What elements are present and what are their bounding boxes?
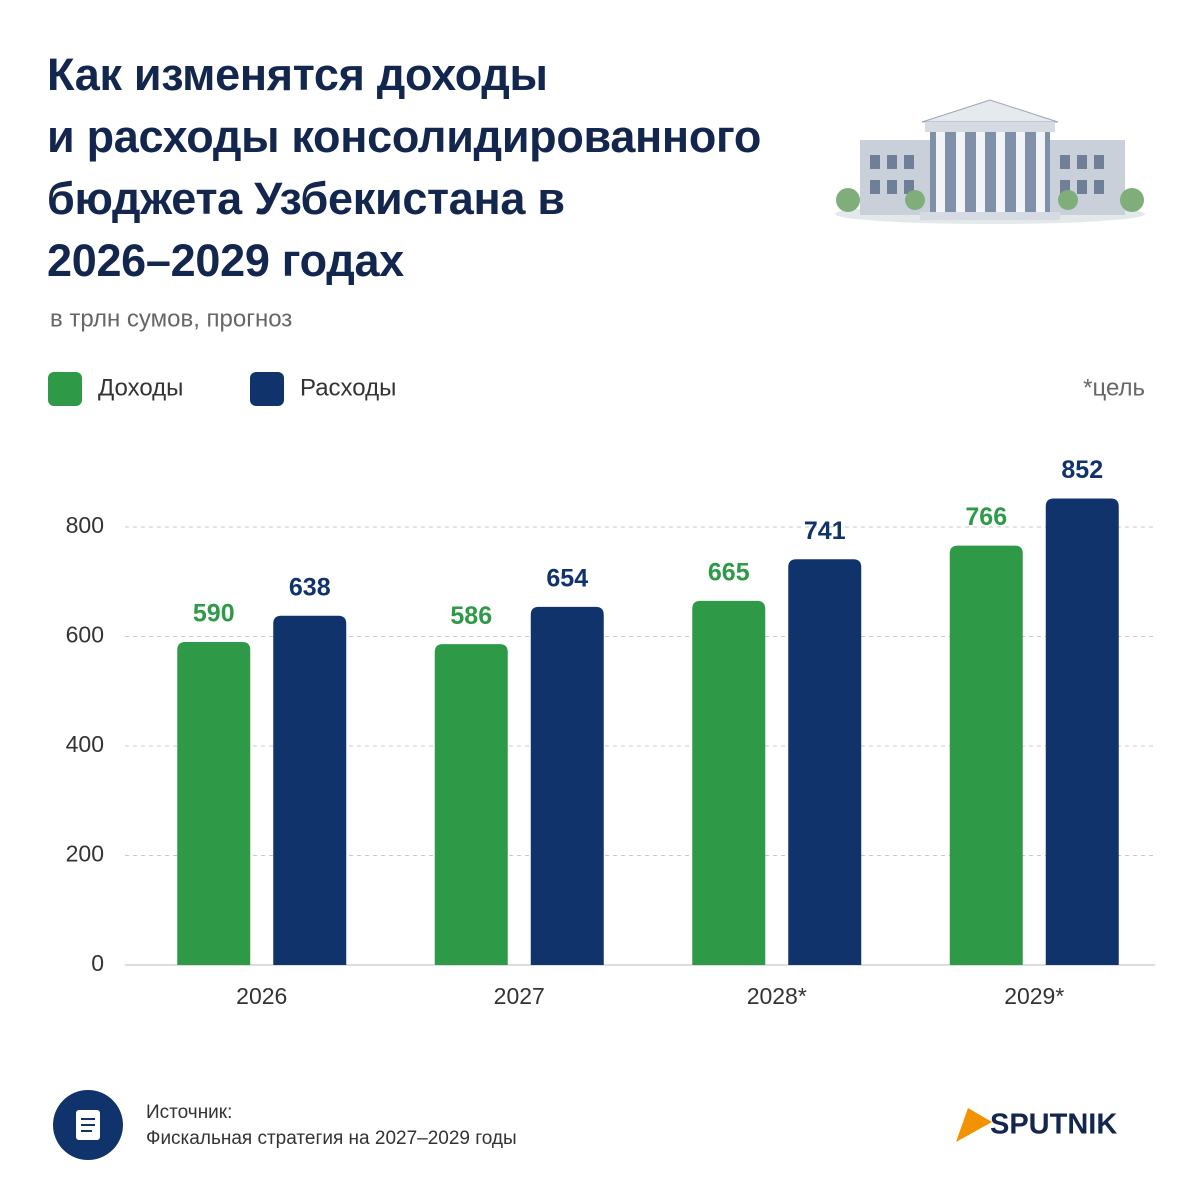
bar	[788, 559, 862, 965]
bar	[177, 641, 251, 965]
chart-title: Как изменятся доходы и расходы консолиди…	[47, 49, 762, 286]
x-tick-label: 2027	[494, 983, 545, 1009]
subtitle: в трлн сумов, прогноз	[50, 305, 292, 332]
note: *цель	[1083, 374, 1145, 401]
x-tick-label: 2029*	[1004, 983, 1064, 1009]
bar	[273, 615, 347, 965]
legend-label: Доходы	[98, 374, 183, 401]
bar	[692, 600, 766, 965]
value-label: 590	[193, 600, 235, 628]
brand-logo	[956, 1108, 992, 1142]
value-label: 638	[289, 573, 331, 601]
source-text: Фискальная стратегия на 2027–2029 годы	[146, 1128, 517, 1149]
y-tick-label: 600	[66, 622, 104, 648]
bar	[949, 545, 1023, 965]
legend-swatch	[250, 372, 284, 406]
legend-label: Расходы	[300, 374, 396, 401]
value-label: 665	[708, 559, 750, 587]
brand: SPUTNIK	[990, 1109, 1117, 1141]
bar	[530, 606, 604, 965]
value-label: 586	[450, 602, 492, 630]
bar	[1045, 498, 1119, 965]
source-label: Источник:	[146, 1102, 232, 1123]
y-tick-label: 200	[66, 841, 104, 867]
value-label: 741	[804, 517, 846, 545]
y-tick-label: 0	[91, 950, 104, 976]
x-tick-label: 2026	[236, 983, 287, 1009]
value-label: 654	[546, 565, 588, 593]
x-tick-label: 2028*	[747, 983, 807, 1009]
value-label: 766	[965, 503, 1007, 531]
y-tick-label: 400	[66, 731, 104, 757]
building-illustration	[835, 99, 1145, 224]
legend-swatch	[48, 372, 82, 406]
value-label: 852	[1061, 456, 1103, 484]
bar	[434, 644, 508, 965]
y-tick-label: 800	[66, 512, 104, 538]
